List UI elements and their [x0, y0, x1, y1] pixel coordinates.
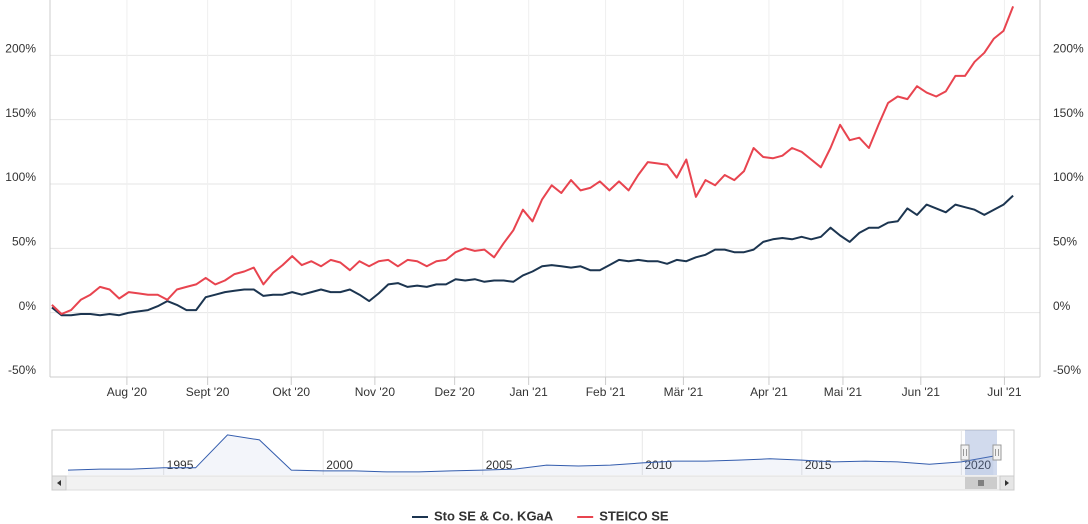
x-tick-label: Jul '21 — [987, 385, 1022, 399]
y-tick-label: 50% — [12, 235, 36, 249]
y-tick-label: 100% — [5, 170, 36, 184]
nav-line — [67, 434, 994, 473]
x-tick-label: Feb '21 — [586, 385, 626, 399]
nav-selection[interactable] — [965, 430, 997, 475]
navigator-frame — [51, 429, 1015, 477]
nav-area — [68, 434, 994, 475]
nav-handle-grip — [963, 449, 967, 456]
y2-tick-label: 100% — [1053, 170, 1084, 184]
nav-handle[interactable] — [992, 444, 1002, 461]
y-tick-label: 150% — [5, 106, 36, 120]
y2-tick-label: 50% — [1053, 235, 1077, 249]
y-tick-label: 0% — [19, 299, 37, 313]
y2-tick-label: 0% — [1053, 299, 1071, 313]
x-tick-label: Aug '20 — [107, 385, 148, 399]
y2-tick-label: -50% — [1053, 363, 1081, 377]
nav-tick-label: 2005 — [486, 458, 513, 472]
series-line — [51, 194, 1014, 317]
nav-handle[interactable] — [960, 444, 970, 461]
scroll-right-arrow — [1005, 480, 1009, 486]
x-tick-label: Okt '20 — [272, 385, 310, 399]
y2-tick-label: 150% — [1053, 106, 1084, 120]
x-tick-label: Dez '20 — [434, 385, 475, 399]
y2-tick-label: 200% — [1053, 41, 1084, 55]
nav-handle-grip — [995, 449, 999, 456]
scroll-left-arrow — [57, 480, 61, 486]
nav-tick-label: 1995 — [167, 458, 194, 472]
x-tick-label: Apr '21 — [750, 385, 788, 399]
scrollbar-track[interactable] — [51, 475, 1015, 491]
nav-tick-label: 2020 — [964, 458, 991, 472]
y-tick-label: 200% — [5, 41, 36, 55]
x-tick-label: Mai '21 — [824, 385, 863, 399]
thumb-grip — [978, 480, 984, 486]
x-tick-label: Mär '21 — [664, 385, 704, 399]
legend-label: Sto SE & Co. KGaA — [434, 508, 554, 523]
x-tick-label: Sept '20 — [186, 385, 230, 399]
x-tick-label: Jun '21 — [902, 385, 941, 399]
nav-tick-label: 2000 — [326, 458, 353, 472]
legend-label: STEICO SE — [599, 508, 669, 523]
series-line — [51, 6, 1015, 315]
x-tick-label: Jan '21 — [509, 385, 548, 399]
x-tick-label: Nov '20 — [355, 385, 396, 399]
y-tick-label: -50% — [8, 363, 36, 377]
